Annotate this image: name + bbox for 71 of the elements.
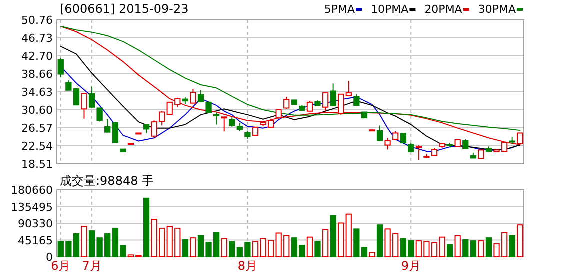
line-series xyxy=(60,46,521,150)
bar xyxy=(314,241,321,258)
bar xyxy=(478,240,484,258)
x-tick-label: 7月 xyxy=(82,259,102,273)
bar xyxy=(486,238,492,258)
bar xyxy=(229,241,236,258)
bar xyxy=(509,235,516,258)
bar xyxy=(306,236,314,258)
candlestick xyxy=(104,118,111,133)
y-tick-label: 18.51 xyxy=(22,158,53,171)
x-tick-label: 8月 xyxy=(238,259,258,273)
candlestick xyxy=(330,83,336,107)
candlestick xyxy=(190,88,196,104)
y-tick-label: 26.57 xyxy=(22,122,53,136)
candlestick xyxy=(112,122,118,144)
legend-label: 10PMA xyxy=(371,3,410,16)
bar xyxy=(346,214,352,258)
bar xyxy=(517,224,524,258)
candlestick xyxy=(81,93,88,120)
bar xyxy=(361,247,368,258)
y-tick-label: 90330 xyxy=(18,218,53,230)
candlestick xyxy=(306,100,314,112)
candlestick xyxy=(384,138,391,150)
candlestick xyxy=(338,94,344,116)
candlestick xyxy=(221,116,228,132)
y-tick-label: 42.70 xyxy=(22,50,53,63)
candlestick xyxy=(213,112,220,126)
y-tick-label: 180660 xyxy=(11,184,53,197)
candlestick xyxy=(229,117,236,128)
y-tick-label: 34.63 xyxy=(22,86,53,100)
y-tick-label: 30.60 xyxy=(22,104,53,118)
y-tick-label: 50.76 xyxy=(22,14,53,27)
y-tick-label: 45165 xyxy=(18,234,53,248)
bar xyxy=(182,239,188,258)
x-tick-label: 9月 xyxy=(401,259,421,273)
y-tick-label: 46.73 xyxy=(22,32,53,45)
legend-label: 30PMA xyxy=(478,3,516,16)
chart-title: [600661] 2015-09-23 xyxy=(60,2,189,16)
bar xyxy=(190,238,196,258)
candlestick xyxy=(66,80,72,91)
candlestick xyxy=(58,58,64,78)
bar xyxy=(221,238,228,258)
bar xyxy=(81,226,88,258)
candlestick xyxy=(322,92,329,112)
candlestick xyxy=(400,133,406,144)
bar xyxy=(470,240,476,258)
bar xyxy=(462,239,469,258)
candlestick xyxy=(376,125,384,142)
bar xyxy=(338,222,344,258)
x-tick-label: 6月 xyxy=(51,259,71,273)
chart-title: 成交量:98848 手 xyxy=(60,174,154,188)
bar xyxy=(322,229,329,258)
bar xyxy=(143,198,150,258)
y-tick-label: 0 xyxy=(46,251,53,264)
bar xyxy=(354,228,360,258)
bar xyxy=(369,252,376,258)
candlestick xyxy=(73,88,80,106)
candlestick xyxy=(346,80,352,96)
y-tick-label: 135495 xyxy=(11,200,53,214)
legend-label: 5PMA xyxy=(324,3,356,16)
bar xyxy=(330,215,336,258)
candlestick xyxy=(284,96,290,110)
bar xyxy=(446,244,454,258)
bar xyxy=(454,235,461,258)
y-tick-label: 38.66 xyxy=(22,68,53,82)
legend-label: 20PMA xyxy=(424,3,463,16)
bar xyxy=(376,224,384,258)
candlestick xyxy=(416,144,422,161)
y-tick-label: 22.54 xyxy=(22,140,53,154)
candlestick xyxy=(462,138,469,150)
bar xyxy=(73,234,80,258)
